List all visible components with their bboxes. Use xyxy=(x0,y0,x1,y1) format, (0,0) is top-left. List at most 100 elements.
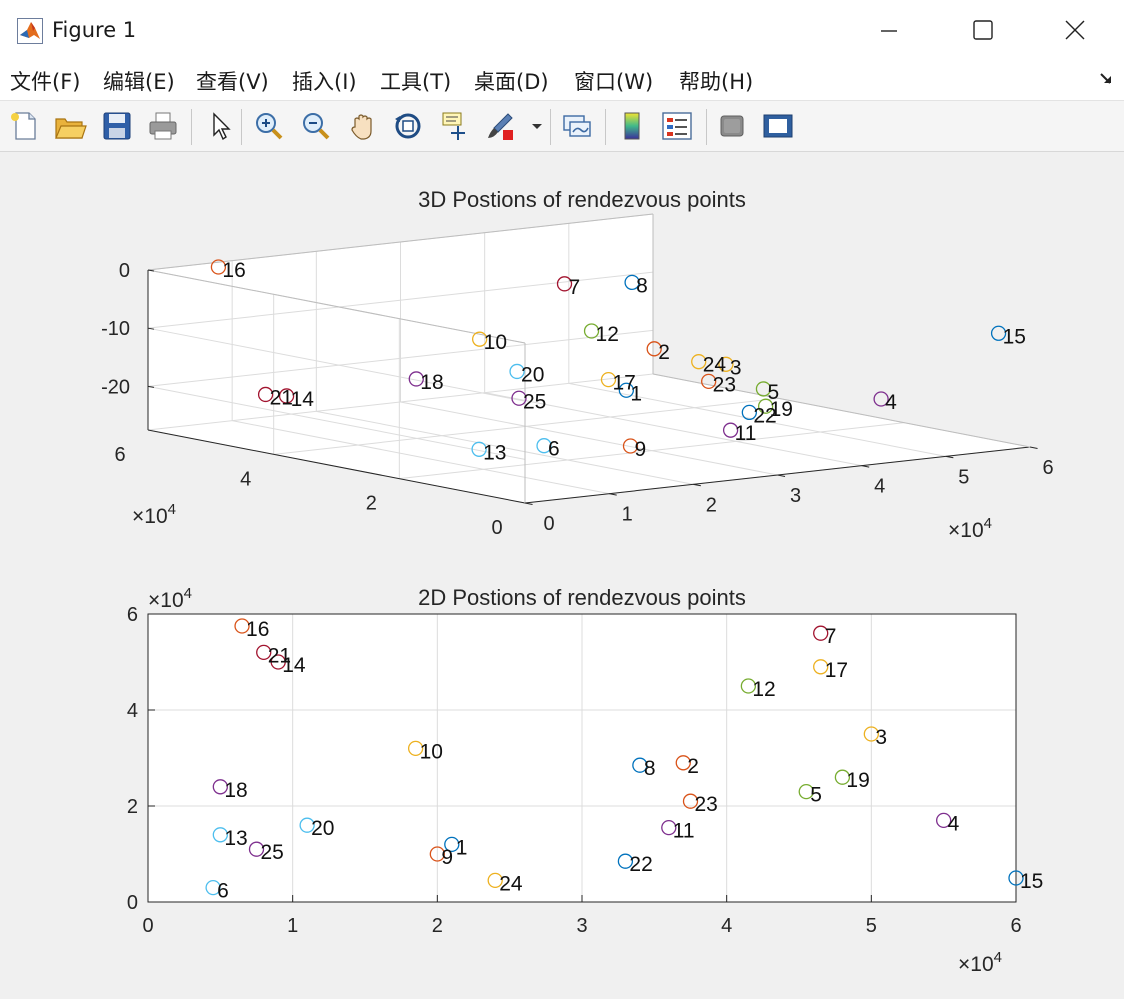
point-label-2d: 1 xyxy=(456,836,468,859)
point-label-2d: 8 xyxy=(644,757,656,780)
x-exponent-3d: ×104 xyxy=(948,515,992,542)
y-axis-line-3d xyxy=(147,429,526,504)
point-label-2d: 5 xyxy=(810,784,822,807)
y-tick-label-2d: 2 xyxy=(127,796,138,818)
plot-title-2d: 2D Postions of rendezvous points xyxy=(418,585,746,610)
data-point-2d xyxy=(675,755,691,771)
menu-window[interactable]: 窗口(W) xyxy=(574,70,654,94)
close-button[interactable] xyxy=(1030,0,1124,60)
brush-dropdown-icon[interactable] xyxy=(530,110,544,142)
point-label-2d: 23 xyxy=(695,793,718,816)
pan-icon[interactable] xyxy=(346,110,380,142)
data-point-3d xyxy=(618,382,634,398)
x-tick-label-2d: 3 xyxy=(576,915,587,937)
data-point-3d xyxy=(624,274,640,291)
x-tick-mark-3d xyxy=(945,455,954,459)
menu-edit[interactable]: 编辑(E) xyxy=(103,70,175,94)
save-icon[interactable] xyxy=(100,110,134,142)
data-point-2d xyxy=(248,841,265,857)
data-point-3d xyxy=(873,391,889,407)
x-tick-mark-3d xyxy=(609,493,617,496)
point-label-2d: 15 xyxy=(1020,870,1043,893)
point-label-3d: 9 xyxy=(635,438,647,461)
data-point-2d xyxy=(682,793,699,809)
data-point-2d xyxy=(407,740,424,757)
x-tick-label-3d: 2 xyxy=(706,494,717,516)
toolbar-separator xyxy=(605,109,606,145)
menu-insert[interactable]: 插入(I) xyxy=(292,70,357,94)
data-point-3d xyxy=(278,388,295,404)
point-label-2d: 14 xyxy=(282,654,306,677)
data-point-2d xyxy=(863,726,879,742)
menu-view[interactable]: 查看(V) xyxy=(196,70,269,94)
minimize-button[interactable] xyxy=(842,0,936,60)
z-tick-mark-3d xyxy=(147,269,155,272)
menu-file[interactable]: 文件(F) xyxy=(10,70,81,94)
hide-plot-tools-icon[interactable] xyxy=(715,110,749,142)
data-point-2d xyxy=(740,678,757,694)
y-tick-label-2d: 0 xyxy=(127,892,138,914)
point-label-2d: 18 xyxy=(224,779,247,802)
pointer-icon[interactable] xyxy=(203,110,237,142)
data-point-3d xyxy=(511,390,527,406)
menu-help[interactable]: 帮助(H) xyxy=(679,70,754,94)
x-tick-label-2d: 2 xyxy=(432,915,443,937)
open-file-icon[interactable] xyxy=(53,110,87,142)
data-point-3d xyxy=(691,354,707,370)
point-label-3d: 7 xyxy=(569,276,581,299)
figure-toolbar xyxy=(0,101,1124,152)
data-point-3d xyxy=(257,386,274,403)
point-label-2d: 21 xyxy=(268,644,291,667)
window-title: Figure 1 xyxy=(52,18,137,42)
dock-arrow-icon[interactable] xyxy=(1098,70,1116,88)
point-label-2d: 6 xyxy=(217,880,229,903)
data-cursor-icon[interactable] xyxy=(438,110,472,142)
point-label-2d: 9 xyxy=(441,846,453,869)
x-tick-label-2d: 0 xyxy=(142,915,153,937)
data-point-2d xyxy=(834,769,851,785)
point-label-2d: 11 xyxy=(673,820,695,843)
show-plot-tools-icon[interactable] xyxy=(761,110,795,142)
link-plot-icon[interactable] xyxy=(560,110,594,142)
matlab-icon xyxy=(17,18,43,44)
menu-tools[interactable]: 工具(T) xyxy=(380,70,452,94)
point-label-2d: 12 xyxy=(752,678,775,701)
z-tick-mark-3d xyxy=(147,385,155,388)
point-label-3d: 19 xyxy=(770,398,793,421)
point-label-2d: 10 xyxy=(420,740,443,763)
y-tick-label-2d: 6 xyxy=(127,604,138,626)
z-tick-label-3d: -20 xyxy=(101,376,130,398)
zoom-out-icon[interactable] xyxy=(299,110,333,142)
maximize-button[interactable] xyxy=(936,0,1030,60)
data-point-3d xyxy=(622,438,639,454)
data-point-2d xyxy=(234,618,250,634)
x-tick-label-2d: 1 xyxy=(287,915,298,937)
legend-icon[interactable] xyxy=(660,110,694,142)
data-point-3d xyxy=(990,325,1007,341)
point-label-3d: 18 xyxy=(420,371,443,394)
colorbar-icon[interactable] xyxy=(615,110,649,142)
print-icon[interactable] xyxy=(146,110,180,142)
new-figure-icon[interactable] xyxy=(8,110,42,142)
point-label-3d: 1 xyxy=(630,382,642,405)
brush-icon[interactable] xyxy=(484,110,518,142)
y-tick-label-3d: 4 xyxy=(240,468,251,490)
zoom-in-icon[interactable] xyxy=(252,110,286,142)
x-tick-label-3d: 5 xyxy=(958,466,969,488)
x-gridline-floor-3d xyxy=(400,401,778,476)
y-tick-label-3d: 0 xyxy=(491,517,502,539)
data-point-3d xyxy=(701,373,717,390)
z-gridline-wall-3d xyxy=(147,385,526,460)
rotate-3d-icon[interactable] xyxy=(391,110,425,142)
point-label-3d: 14 xyxy=(291,388,315,411)
data-point-3d xyxy=(741,404,757,421)
menu-desktop[interactable]: 桌面(D) xyxy=(474,70,549,94)
z-tick-label-3d: 0 xyxy=(119,260,130,282)
z-gridline-wall-3d xyxy=(147,327,526,402)
data-point-3d xyxy=(583,323,600,339)
x-tick-mark-3d xyxy=(524,502,533,505)
